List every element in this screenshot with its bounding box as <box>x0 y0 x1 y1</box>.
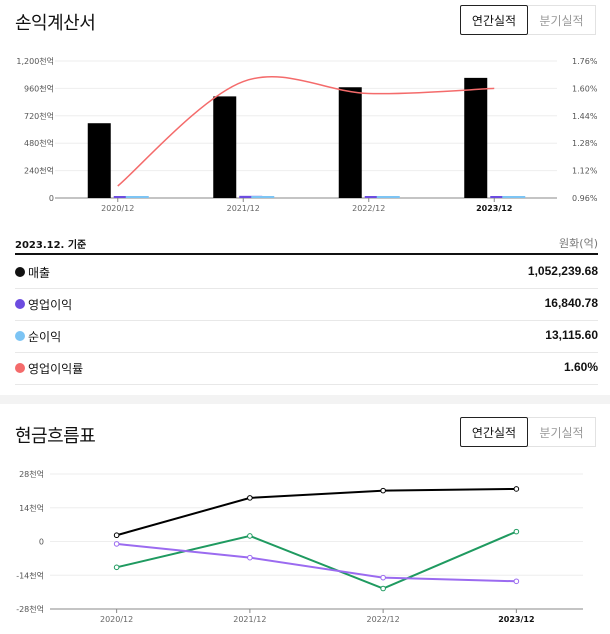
cash-flow-title: 현금흐름표 <box>15 426 96 447</box>
legend-value: 13,115.60 <box>545 328 598 342</box>
y2-tick-label: 0.96% <box>572 194 598 203</box>
y-tick-label: -28천억 <box>16 604 44 614</box>
y-tick-label: 240천억 <box>24 166 54 176</box>
income-chart: 0 240천억 480천억 720천억 960천억 1,200천억 0.96% 1.12% 1.… <box>16 56 598 213</box>
y-tick-label: 960천억 <box>24 83 54 93</box>
x-tick-label: 2023/12 <box>498 615 534 624</box>
bar-operating-profit <box>364 196 388 198</box>
data-point <box>380 585 386 592</box>
currency-unit: 원화(억) <box>559 237 598 250</box>
section-divider <box>0 395 610 404</box>
data-point <box>113 532 120 539</box>
cash-flow-line-1 <box>116 487 517 537</box>
bar-net-income <box>251 196 275 198</box>
x-tick-label: 2022/12 <box>352 204 385 213</box>
x-tick-label: 2022/12 <box>367 615 400 624</box>
y-tick-label: 28천억 <box>19 469 44 479</box>
data-point <box>380 574 386 581</box>
y-tick-label: 14천억 <box>19 503 44 513</box>
legend-label: 영업이익 <box>28 298 73 312</box>
y2-tick-label: 1.28% <box>572 139 598 148</box>
data-point <box>247 533 253 539</box>
cash-flow-section: 현금흐름표 연간실적 분기실적 28천억 14천억 0 -14천억 -28천억 2020/… <box>0 404 610 634</box>
bar-net-income <box>376 196 400 198</box>
legend-label: 영업이익률 <box>28 362 84 376</box>
y-tick-label: 480천억 <box>24 138 54 148</box>
data-point <box>513 486 520 492</box>
y-tick-label: 0 <box>49 194 54 203</box>
y2-tick-label: 1.44% <box>572 112 598 121</box>
legend-value: 1.60% <box>563 360 598 374</box>
reference-date: 2023.12. 기준 <box>15 240 87 251</box>
income-statement-section: 손익계산서 연간실적 분기실적 0 240천억 480천억 720천억 960천억 1,2… <box>15 5 598 385</box>
legend-row-net-income: 순이익 13,115.60 <box>15 321 598 353</box>
operating-profit-dot-icon <box>15 299 25 309</box>
data-point <box>113 564 120 571</box>
bar-operating-profit <box>490 196 514 198</box>
quarterly-results-button[interactable]: 분기실적 <box>528 5 596 35</box>
cash-period-toggle: 연간실적 분기실적 <box>460 417 596 447</box>
reference-row: 2023.12. 기준 원화(억) <box>15 231 598 255</box>
bar-net-income <box>125 196 149 198</box>
legend-row-operating-profit: 영업이익 16,840.78 <box>15 289 598 321</box>
legend-label: 매출 <box>28 266 51 280</box>
bar-operating-profit <box>239 195 263 198</box>
cash-flow-chart: 28천억 14천억 0 -14천억 -28천억 2020/12 2021/12 2022/12… <box>16 469 583 624</box>
net-income-dot-icon <box>15 331 25 341</box>
bar-revenue <box>213 96 237 198</box>
x-tick-label: 2021/12 <box>227 204 260 213</box>
data-point <box>247 495 253 501</box>
bar-revenue <box>338 87 362 198</box>
operating-margin-dot-icon <box>15 363 25 373</box>
y2-tick-label: 1.12% <box>572 167 598 176</box>
data-point <box>513 578 520 585</box>
data-point <box>513 528 520 535</box>
y-tick-label: 720천억 <box>24 111 54 121</box>
bar-operating-profit <box>113 196 137 198</box>
x-tick-label: 2021/12 <box>233 615 266 624</box>
bar-revenue <box>464 77 488 198</box>
legend-row-operating-margin: 영업이익률 1.60% <box>15 353 598 385</box>
operating-margin-line <box>117 76 495 187</box>
y-tick-label: 0 <box>39 538 44 547</box>
bar-revenue <box>87 123 111 198</box>
data-point <box>247 554 253 561</box>
x-tick-label: 2020/12 <box>101 204 134 213</box>
data-point <box>380 487 386 494</box>
y-tick-label: -14천억 <box>16 570 44 580</box>
y2-tick-label: 1.76% <box>572 57 598 66</box>
legend-row-revenue: 매출 1,052,239.68 <box>15 257 598 289</box>
annual-results-button[interactable]: 연간실적 <box>460 5 528 35</box>
revenue-dot-icon <box>15 267 25 277</box>
data-point <box>113 541 120 547</box>
x-tick-label: 2023/12 <box>476 204 512 213</box>
bar-net-income <box>502 196 526 198</box>
annual-results-button[interactable]: 연간실적 <box>460 417 528 447</box>
legend-value: 16,840.78 <box>544 296 598 310</box>
quarterly-results-button[interactable]: 분기실적 <box>528 417 596 447</box>
legend-value: 1,052,239.68 <box>527 264 598 278</box>
y2-tick-label: 1.60% <box>572 84 598 93</box>
x-tick-label: 2020/12 <box>100 615 133 624</box>
legend-label: 순이익 <box>28 330 62 344</box>
cash-flow-line-3 <box>116 542 517 583</box>
income-period-toggle: 연간실적 분기실적 <box>460 5 596 35</box>
income-statement-title: 손익계산서 <box>15 13 96 34</box>
y-tick-label: 1,200천억 <box>16 56 54 66</box>
